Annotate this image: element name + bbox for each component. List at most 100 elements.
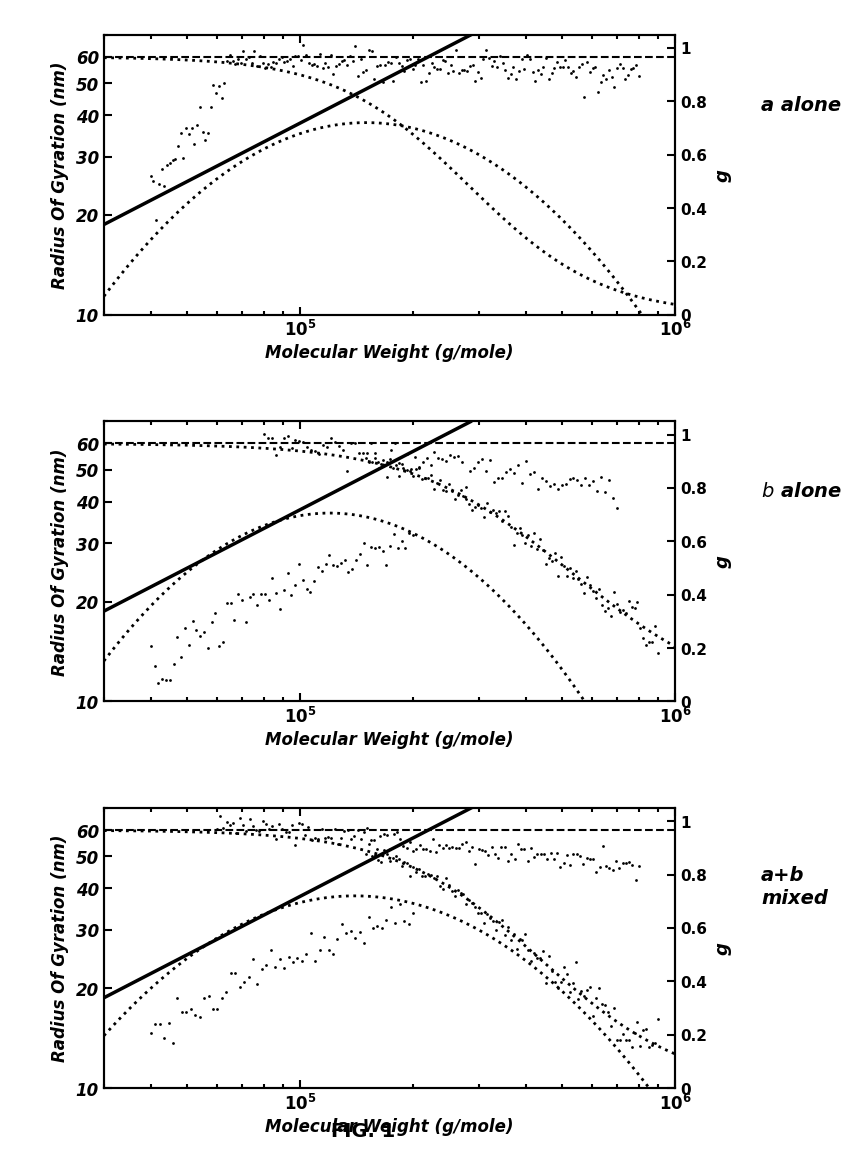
Point [500, 918, 514, 937]
Point [515, 931, 529, 950]
Point [331, 55, 345, 74]
Point [612, 55, 626, 74]
Point [456, 885, 470, 903]
Point [497, 838, 511, 856]
Point [168, 150, 182, 168]
Point [644, 633, 658, 652]
Point [534, 64, 548, 83]
Point [197, 989, 211, 1007]
Point [149, 211, 163, 229]
Point [293, 51, 307, 70]
Point [572, 58, 586, 77]
Point [389, 48, 403, 67]
Point [627, 599, 641, 618]
Point [337, 821, 351, 840]
Point [291, 949, 304, 968]
Point [148, 1014, 162, 1033]
Point [281, 948, 295, 966]
Point [288, 576, 302, 594]
Point [439, 452, 453, 470]
Point [430, 61, 444, 80]
Point [406, 841, 420, 860]
Point [255, 54, 269, 73]
Point [312, 445, 326, 463]
Point [535, 541, 549, 559]
Point [337, 50, 351, 69]
Point [586, 1006, 599, 1025]
Point [527, 524, 541, 543]
Point [266, 569, 279, 587]
Point [454, 61, 468, 80]
Point [258, 58, 272, 77]
Point [569, 68, 583, 87]
Point [239, 49, 253, 68]
Point [264, 941, 278, 959]
Point [392, 54, 406, 73]
Point [388, 846, 402, 865]
Point [435, 880, 449, 899]
Point [510, 456, 524, 475]
Point [317, 830, 331, 848]
Point [317, 928, 330, 947]
Point [442, 839, 456, 858]
Point [406, 903, 420, 922]
Point [596, 66, 610, 84]
Point [577, 584, 591, 603]
Point [415, 867, 429, 886]
Point [228, 964, 242, 983]
Point [463, 462, 477, 481]
Point [260, 956, 273, 975]
Point [368, 846, 381, 865]
Point [159, 670, 173, 689]
Point [539, 49, 553, 68]
Point [366, 918, 380, 937]
Point [527, 848, 541, 867]
Point [357, 934, 371, 952]
Point [253, 585, 267, 604]
Point [272, 439, 286, 457]
Point [598, 996, 612, 1014]
Point [193, 1007, 207, 1026]
Point [239, 613, 253, 632]
Point [353, 545, 367, 564]
Point [383, 537, 397, 556]
Y-axis label: Radius Of Gyration (nm): Radius Of Gyration (nm) [51, 834, 69, 1062]
Point [523, 839, 537, 858]
Point [604, 1017, 618, 1035]
Point [208, 604, 222, 622]
Point [321, 57, 335, 76]
Point [550, 566, 564, 585]
Point [447, 887, 461, 906]
Point [266, 54, 280, 73]
Point [511, 62, 525, 81]
Point [498, 62, 512, 81]
Point [242, 810, 256, 828]
Point [236, 42, 250, 61]
Point [386, 73, 400, 91]
Point [570, 472, 584, 490]
Point [419, 840, 432, 859]
Point [354, 830, 368, 848]
Point [330, 557, 343, 576]
Point [190, 116, 204, 135]
Point [326, 944, 340, 963]
Point [546, 475, 560, 494]
Point [179, 119, 193, 138]
Point [380, 468, 394, 487]
Point [386, 459, 400, 477]
Point [227, 611, 241, 629]
Point [345, 560, 359, 579]
Point [569, 845, 583, 863]
Point [320, 439, 334, 457]
Point [426, 831, 439, 849]
Point [304, 583, 317, 601]
Point [363, 831, 377, 849]
Point [416, 840, 430, 859]
Point [400, 446, 413, 464]
Point [343, 921, 357, 940]
Point [625, 1038, 638, 1057]
Point [504, 845, 518, 863]
Point [239, 821, 253, 840]
Point [471, 840, 485, 859]
Point [560, 846, 573, 865]
